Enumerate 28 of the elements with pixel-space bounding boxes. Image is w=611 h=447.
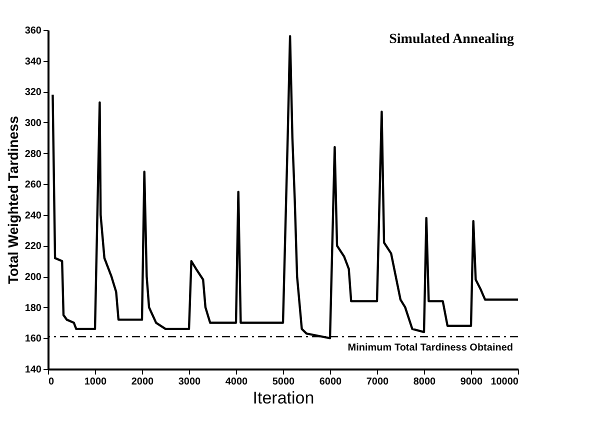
x-tick-label: 2000 xyxy=(131,376,154,388)
x-tick-label: 8000 xyxy=(413,376,436,388)
x-tick-label: 1000 xyxy=(84,376,108,388)
line-series xyxy=(52,35,520,340)
x-tick-label: 7000 xyxy=(366,376,390,388)
y-axis-title: Total Weighted Tardiness xyxy=(4,116,21,284)
chart-title: Simulated Annealing xyxy=(389,32,514,47)
x-tick-label: 9000 xyxy=(460,376,484,388)
y-tick-label: 280 xyxy=(24,148,42,160)
y-tick-label: 220 xyxy=(24,241,42,252)
y-tick-label: 300 xyxy=(24,118,42,129)
y-tick-label: 320 xyxy=(24,87,42,98)
x-tick-label: 5000 xyxy=(272,376,296,388)
x-tick-label: 0 xyxy=(48,376,54,388)
y-tick-label: 360 xyxy=(24,26,42,36)
x-tick-label: 4000 xyxy=(225,376,248,388)
y-tick-label: 160 xyxy=(24,334,42,345)
y-tick-label: 260 xyxy=(24,180,42,191)
x-tick-label: 3000 xyxy=(178,376,202,388)
y-tick-label: 140 xyxy=(24,364,42,376)
x-axis-title: Iteration xyxy=(252,388,314,408)
ref-line-label: Minimum Total Tardiness Obtained xyxy=(348,342,513,354)
y-tick-label: 200 xyxy=(24,272,42,284)
y-tick-label: 180 xyxy=(24,302,42,314)
y-tick-label: 340 xyxy=(24,56,42,68)
x-tick-label: 6000 xyxy=(319,376,342,388)
x-tick-label: 10000 xyxy=(490,376,519,388)
y-tick-label: 240 xyxy=(24,210,42,222)
